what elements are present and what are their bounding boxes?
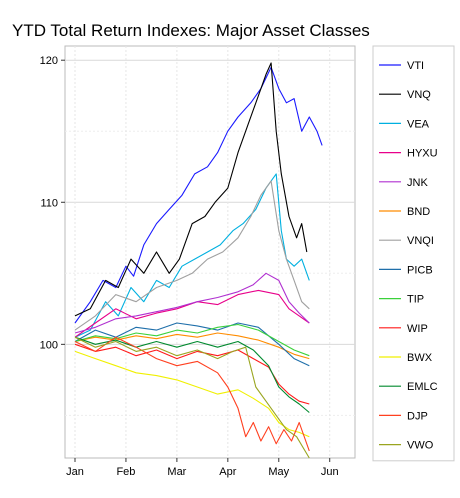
legend-label-picb: PICB xyxy=(407,264,433,276)
legend-label-vnq: VNQ xyxy=(407,89,431,101)
series-line-vea xyxy=(74,173,310,338)
y-tick-label: 120 xyxy=(40,55,58,67)
legend-label-tip: TIP xyxy=(407,294,424,306)
series-line-wip xyxy=(74,343,310,405)
series-line-vnq xyxy=(74,62,308,317)
legend-label-jnk: JNK xyxy=(407,177,428,189)
x-tick-label: Apr xyxy=(219,466,236,478)
series-line-hyxu xyxy=(74,289,310,338)
legend: VTI VNQ VEA HYXU JNK BND VNQI PICB TIP WIP BWX EMLC… xyxy=(372,45,455,462)
axes: 100 110 120 Jan Feb Mar Apr May Jun xyxy=(40,55,339,478)
series-line-jnk xyxy=(74,272,310,334)
series-lines xyxy=(74,62,323,459)
series-line-tip xyxy=(74,323,310,357)
legend-label-vti: VTI xyxy=(407,60,424,72)
y-tick-label: 100 xyxy=(40,339,58,351)
legend-label-vwo: VWO xyxy=(407,440,434,452)
x-tick-label: Mar xyxy=(167,466,186,478)
x-tick-label: Feb xyxy=(116,466,135,478)
legend-label-vea: VEA xyxy=(407,118,430,130)
x-tick-label: Jun xyxy=(321,466,339,478)
legend-label-bwx: BWX xyxy=(407,352,433,364)
series-line-bwx xyxy=(74,350,310,438)
legend-box xyxy=(372,45,455,462)
x-tick-label: Jan xyxy=(66,466,84,478)
series-line-vti xyxy=(74,66,323,324)
series-line-emlc xyxy=(74,336,310,413)
legend-label-bnd: BND xyxy=(407,206,430,218)
y-tick-label: 110 xyxy=(40,197,58,209)
legend-label-djp: DJP xyxy=(407,410,428,422)
x-tick-label: May xyxy=(268,466,289,478)
series-line-vwo xyxy=(74,336,310,459)
legend-label-hyxu: HYXU xyxy=(407,148,438,160)
series-line-djp xyxy=(74,336,310,452)
plot-panel xyxy=(64,45,356,459)
legend-label-wip: WIP xyxy=(407,323,428,335)
chart-title: YTD Total Return Indexes: Major Asset Cl… xyxy=(12,21,370,40)
grid xyxy=(65,46,355,458)
legend-label-vnqi: VNQI xyxy=(407,235,434,247)
legend-label-emlc: EMLC xyxy=(407,381,438,393)
series-line-vnqi xyxy=(74,180,310,331)
